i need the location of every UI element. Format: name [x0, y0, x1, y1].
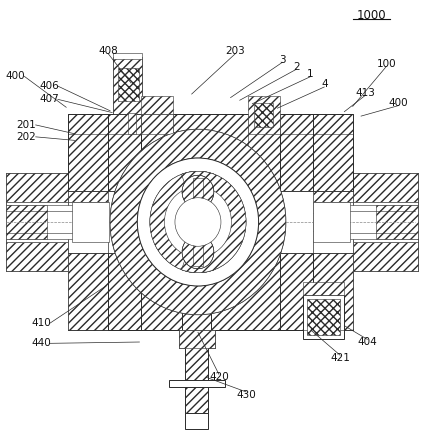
Bar	[114, 56, 142, 114]
Bar	[179, 330, 215, 348]
Text: 440: 440	[31, 338, 51, 349]
Text: 404: 404	[357, 337, 377, 347]
Text: 201: 201	[16, 120, 36, 130]
Bar	[344, 205, 418, 239]
Bar	[108, 114, 141, 191]
Circle shape	[182, 235, 214, 269]
Bar	[303, 295, 344, 339]
Bar	[248, 96, 280, 134]
Bar	[114, 53, 142, 59]
Bar	[68, 191, 353, 253]
Text: 421: 421	[330, 353, 350, 363]
Bar	[68, 253, 353, 330]
Wedge shape	[110, 129, 286, 315]
Bar	[114, 56, 142, 114]
Circle shape	[182, 175, 214, 209]
Text: 406: 406	[40, 81, 59, 91]
Text: 420: 420	[209, 373, 229, 382]
Bar	[306, 299, 340, 334]
Bar	[68, 114, 353, 191]
Bar	[185, 387, 208, 414]
Text: 407: 407	[40, 94, 59, 104]
Bar	[118, 67, 139, 101]
Bar	[254, 103, 273, 127]
Bar	[68, 191, 108, 202]
Text: 4: 4	[321, 79, 328, 89]
Wedge shape	[181, 171, 246, 273]
Circle shape	[110, 129, 286, 315]
Bar	[141, 96, 173, 114]
Bar	[141, 114, 173, 134]
Text: 202: 202	[16, 132, 36, 142]
Bar	[68, 253, 108, 330]
Bar	[5, 174, 75, 270]
Bar	[179, 330, 215, 348]
Bar	[280, 191, 313, 253]
Bar	[313, 202, 350, 242]
Bar	[108, 253, 141, 330]
Bar	[376, 205, 418, 239]
Bar	[185, 346, 208, 381]
Text: 400: 400	[389, 98, 408, 108]
Bar	[344, 174, 418, 270]
Bar	[344, 174, 418, 202]
Bar	[303, 281, 344, 295]
Wedge shape	[150, 171, 214, 273]
Bar	[5, 205, 48, 239]
Text: 1: 1	[307, 69, 313, 79]
Circle shape	[137, 158, 258, 286]
Wedge shape	[181, 171, 246, 273]
Bar	[193, 178, 203, 266]
Bar	[344, 242, 418, 270]
Bar	[169, 380, 225, 388]
Bar	[313, 202, 353, 253]
Text: 408: 408	[98, 46, 118, 56]
Text: 1000: 1000	[357, 9, 386, 22]
Bar	[280, 114, 313, 191]
Text: 203: 203	[226, 46, 245, 56]
Bar	[313, 191, 353, 202]
Bar	[182, 253, 211, 330]
Bar	[5, 174, 75, 202]
Text: 400: 400	[5, 71, 24, 81]
Text: 410: 410	[31, 318, 51, 329]
Bar	[5, 202, 75, 242]
Text: 3: 3	[279, 55, 286, 65]
Bar	[5, 205, 79, 239]
Text: 100: 100	[376, 59, 396, 69]
Text: 413: 413	[355, 88, 375, 98]
Text: 2: 2	[293, 62, 300, 71]
Bar	[313, 253, 353, 330]
Text: 430: 430	[236, 390, 256, 400]
Bar	[280, 253, 313, 330]
Bar	[68, 202, 108, 253]
Bar	[128, 113, 136, 134]
Wedge shape	[150, 171, 214, 273]
Bar	[5, 242, 75, 270]
Bar	[185, 412, 208, 429]
Bar	[344, 202, 418, 242]
Circle shape	[175, 198, 221, 246]
Bar	[108, 191, 141, 253]
Bar	[72, 202, 109, 242]
